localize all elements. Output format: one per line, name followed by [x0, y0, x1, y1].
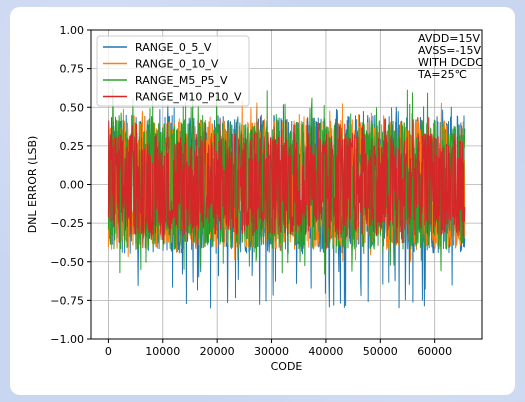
- series-line-3: [107, 114, 466, 250]
- annotation-line: AVDD=15V: [418, 32, 481, 45]
- legend-label: RANGE_M5_P5_V: [135, 74, 228, 87]
- y-tick-label: −1.00: [50, 333, 84, 346]
- legend-label: RANGE_M10_P10_V: [135, 91, 242, 104]
- y-tick-label: 1.00: [60, 24, 85, 37]
- x-tick-label: 50000: [363, 345, 398, 358]
- y-tick-label: −0.25: [50, 217, 84, 230]
- dnl-chart: 0 10000 20000 30000 40000 50000 60000 −1.00 −0.7…: [26, 24, 483, 373]
- x-tick-label: 10000: [145, 345, 180, 358]
- chart-card: 0 10000 20000 30000 40000 50000 60000 −1.00 −0.7…: [10, 7, 515, 395]
- y-axis-label: DNL ERROR (LSB): [26, 136, 39, 234]
- y-tick-label: 0.50: [60, 101, 85, 114]
- y-tick-label: −0.50: [50, 256, 84, 269]
- legend-label: RANGE_0_5_V: [135, 41, 212, 54]
- annotation-line: TA=25℃: [417, 68, 467, 81]
- y-tick-label: 0.75: [60, 63, 85, 76]
- y-tick-label: 0.25: [60, 140, 85, 153]
- annotation-line: WITH DCDC: [418, 56, 483, 69]
- axis-ticks: 0 10000 20000 30000 40000 50000 60000 −1.00 −0.7…: [50, 24, 452, 358]
- x-tick-label: 40000: [308, 345, 343, 358]
- x-tick-label: 20000: [200, 345, 235, 358]
- y-tick-label: 0.00: [60, 179, 85, 192]
- x-tick-label: 60000: [417, 345, 452, 358]
- y-tick-label: −0.75: [50, 294, 84, 307]
- legend-box: [96, 35, 250, 107]
- annotation-line: AVSS=-15V: [418, 44, 481, 57]
- legend-label: RANGE_0_10_V: [135, 58, 219, 71]
- x-axis-label: CODE: [271, 360, 303, 373]
- x-tick-label: 0: [105, 345, 112, 358]
- series-layer: [107, 88, 466, 309]
- x-tick-label: 30000: [254, 345, 289, 358]
- legend: RANGE_0_5_V RANGE_0_10_V RANGE_M5_P5_V RANG…: [96, 35, 250, 107]
